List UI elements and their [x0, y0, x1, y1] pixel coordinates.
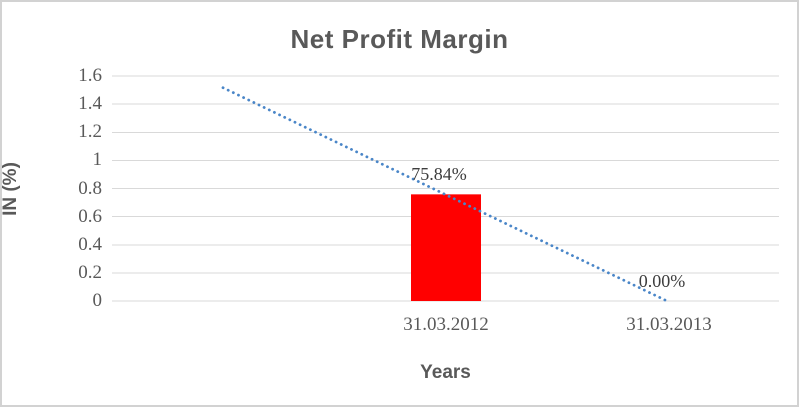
data-label: 0.00% — [638, 271, 686, 291]
x-axis-title: Years — [420, 362, 471, 383]
y-tick-label: 0.8 — [78, 177, 102, 199]
y-tick-label: 1.4 — [78, 93, 102, 115]
y-tick-label: 0 — [92, 290, 103, 311]
y-tick-label: 1.6 — [78, 65, 102, 86]
y-tick-label: 0.4 — [78, 233, 102, 255]
y-tick-label: 1.2 — [78, 121, 102, 143]
data-label: 75.84% — [411, 164, 467, 185]
x-tick-label: 31.03.2013 — [626, 314, 712, 335]
y-tick-label: 1 — [92, 149, 103, 171]
trendline — [221, 86, 669, 303]
x-tick-label: 31.03.2012 — [403, 314, 489, 335]
chart-title: Net Profit Margin — [290, 24, 509, 54]
y-tick-label: 0.2 — [78, 261, 102, 283]
bar-31.03.2012 — [411, 194, 481, 301]
y-tick-label: 0.6 — [78, 205, 102, 227]
